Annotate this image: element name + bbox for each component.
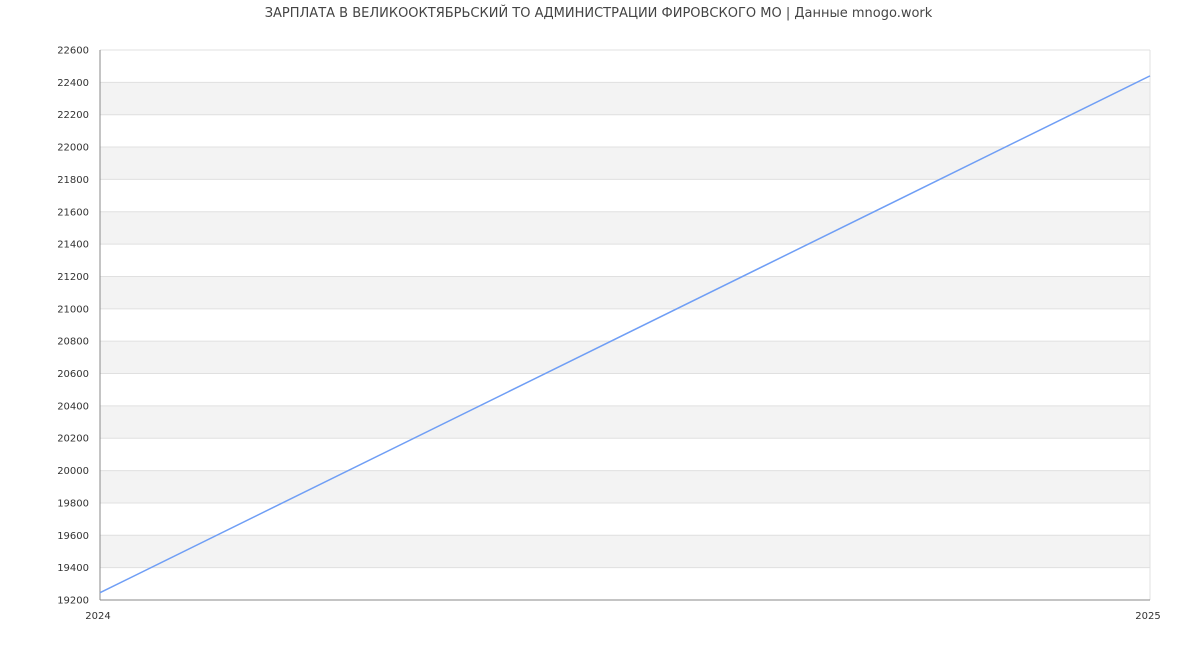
y-tick-label: 22600 [57, 46, 89, 57]
chart-title: ЗАРПЛАТА В ВЕЛИКООКТЯБРЬСКИЙ ТО АДМИНИСТ… [264, 6, 933, 21]
grid-band [100, 276, 1150, 309]
y-tick-label: 21800 [57, 175, 89, 186]
y-tick-label: 20000 [57, 466, 89, 477]
y-tick-label: 22400 [57, 78, 89, 89]
grid-band [100, 82, 1150, 115]
grid-band [100, 470, 1150, 503]
grid-band [100, 147, 1150, 180]
y-tick-label: 21400 [57, 240, 89, 251]
grid-band [100, 535, 1150, 568]
x-tick-label: 2025 [1135, 611, 1160, 622]
y-tick-label: 20200 [57, 434, 89, 445]
y-tick-label: 22000 [57, 143, 89, 154]
x-tick-label: 2024 [85, 611, 110, 622]
y-tick-label: 21200 [57, 272, 89, 283]
y-tick-label: 19600 [57, 531, 89, 542]
y-tick-label: 21600 [57, 207, 89, 218]
y-tick-label: 22200 [57, 110, 89, 121]
grid-band [100, 211, 1150, 245]
grid-band [100, 405, 1150, 439]
y-tick-label: 19200 [57, 596, 89, 607]
y-tick-label: 20800 [57, 337, 89, 348]
y-tick-label: 20600 [57, 369, 89, 380]
grid-band [100, 341, 1150, 374]
y-tick-label: 19400 [57, 563, 89, 574]
y-tick-label: 21000 [57, 304, 89, 315]
series-line [99, 75, 1151, 594]
y-tick-label: 20400 [57, 401, 89, 412]
y-tick-label: 19800 [57, 498, 89, 509]
